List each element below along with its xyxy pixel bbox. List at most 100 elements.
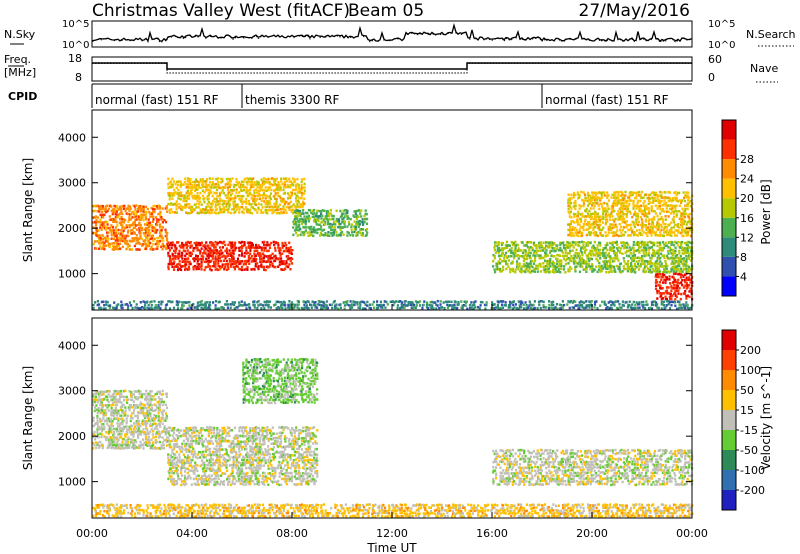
echo-cell [286, 203, 289, 206]
echo-cell [139, 301, 142, 304]
echo-cell [302, 209, 305, 212]
echo-cell [677, 231, 680, 234]
echo-cell [539, 254, 542, 257]
echo-cell [640, 196, 643, 200]
echo-cell [261, 181, 264, 184]
echo-cell [172, 306, 176, 310]
echo-cell [213, 264, 216, 268]
echo-cell [100, 403, 103, 407]
echo-cell [210, 252, 213, 255]
echo-cell [123, 226, 126, 229]
echo-cell [326, 218, 330, 221]
echo-cell [679, 255, 682, 258]
echo-cell [630, 191, 633, 194]
echo-cell [684, 280, 687, 284]
echo-cell [663, 246, 666, 250]
echo-cell [117, 425, 120, 428]
echo-cell [633, 267, 637, 271]
echo-cell [114, 218, 117, 222]
echo-cell [110, 229, 113, 232]
echo-cell [587, 212, 590, 216]
echo-cell [628, 199, 631, 202]
echo-cell [201, 194, 205, 198]
echo-cell [175, 211, 178, 214]
echo-cell [298, 220, 301, 224]
echo-cell [532, 241, 536, 245]
echo-cell [247, 255, 250, 258]
echo-cell [120, 427, 123, 430]
echo-cell [589, 197, 592, 200]
echo-cell [643, 249, 646, 252]
echo-cell [167, 183, 170, 186]
echo-cell [239, 241, 242, 245]
echo-cell [639, 265, 642, 268]
echo-cell [559, 246, 562, 250]
echo-cell [228, 205, 231, 208]
echo-cell [297, 300, 300, 303]
echo-cell [115, 430, 118, 433]
echo-cell [121, 226, 124, 230]
echo-cell [460, 300, 463, 303]
echo-cell [332, 229, 336, 232]
echo-cell [108, 390, 111, 393]
echo-cell [146, 237, 149, 240]
echo-cell [647, 220, 650, 223]
echo-cell [274, 303, 277, 306]
echo-cell [246, 266, 249, 269]
echo-cell [674, 229, 677, 232]
echo-cell [668, 278, 671, 281]
echo-cell [589, 300, 592, 304]
echo-cell [200, 299, 203, 303]
echo-cell [92, 424, 95, 428]
freq-panel: Freq. [MHz] 18 8 60 0 Nave [4, 52, 778, 84]
echo-cell [523, 265, 526, 268]
echo-cell [296, 217, 299, 220]
echo-cell [353, 230, 356, 234]
echo-cell [346, 300, 349, 303]
echo-cell [291, 205, 294, 208]
echo-cell [511, 267, 514, 271]
echo-cell [673, 191, 676, 195]
echo-cell [222, 306, 225, 310]
echo-cell [535, 267, 538, 270]
echo-cell [180, 243, 184, 247]
echo-cell [685, 241, 688, 245]
echo-cell [532, 303, 535, 307]
echo-cell [656, 262, 659, 265]
echo-cell [567, 207, 570, 211]
echo-cell [632, 221, 635, 224]
echo-cell [672, 280, 675, 284]
echo-cell [604, 231, 607, 234]
echo-cell [184, 254, 187, 258]
echo-cell [297, 209, 300, 213]
echo-cell [204, 188, 208, 192]
echo-cell [253, 181, 256, 184]
echo-cell [668, 249, 671, 253]
echo-cell [611, 231, 614, 234]
echo-cell [685, 278, 688, 282]
echo-cell [192, 257, 195, 261]
echo-cell [354, 234, 358, 237]
echo-cell [310, 228, 313, 231]
echo-cell [281, 241, 284, 245]
echo-cell [588, 199, 591, 202]
echo-cell [243, 255, 246, 258]
echo-cell [267, 255, 270, 258]
echo-cell [496, 303, 499, 307]
echo-cell [197, 206, 200, 209]
echo-cell [510, 262, 513, 265]
echo-cell [684, 306, 687, 310]
echo-cell [202, 244, 205, 247]
echo-cell [502, 300, 505, 303]
echo-cell [117, 433, 120, 436]
echo-cell [672, 212, 675, 215]
echo-cell [596, 270, 599, 274]
echo-cell [194, 186, 197, 189]
echo-cell [100, 422, 103, 426]
echo-cell [337, 218, 341, 221]
echo-cell [507, 306, 510, 309]
echo-cell [672, 257, 675, 260]
echo-cell [598, 268, 601, 271]
echo-cell [638, 265, 641, 268]
echo-cell [142, 243, 145, 246]
